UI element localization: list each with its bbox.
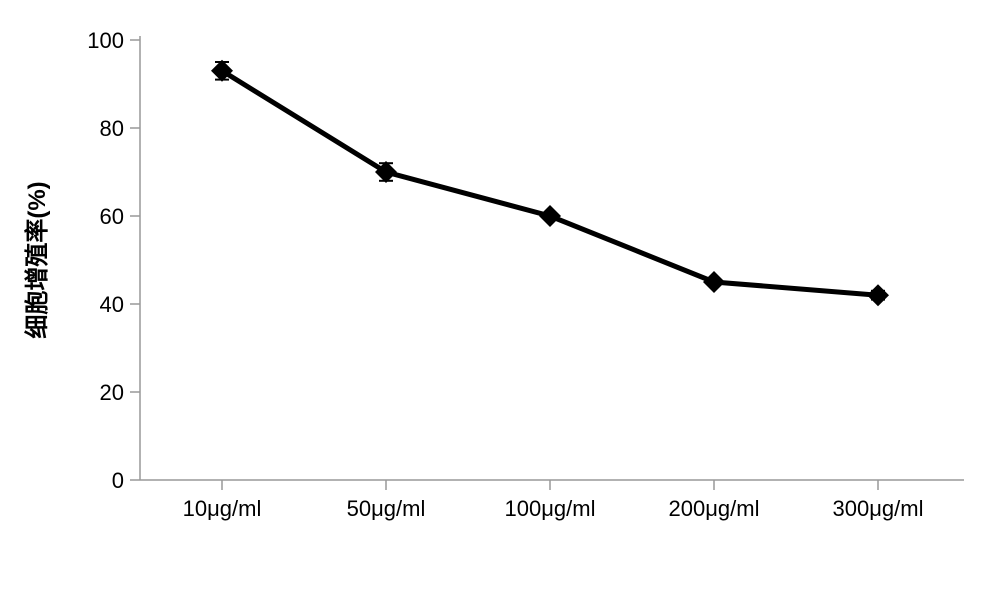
y-tick-label: 40 — [100, 292, 124, 317]
y-tick-label: 0 — [112, 468, 124, 493]
data-point-marker — [375, 161, 397, 183]
x-tick-label: 10μg/ml — [183, 496, 262, 521]
x-tick-label: 50μg/ml — [347, 496, 426, 521]
y-axis-title: 细胞增殖率(%) — [23, 181, 51, 338]
x-tick-label: 200μg/ml — [669, 496, 760, 521]
data-point-marker — [211, 60, 233, 82]
y-tick-label: 20 — [100, 380, 124, 405]
series-line — [222, 71, 878, 295]
data-point-marker — [703, 271, 725, 293]
y-tick-label: 60 — [100, 204, 124, 229]
y-tick-label: 100 — [87, 28, 124, 53]
x-tick-label: 300μg/ml — [833, 496, 924, 521]
y-tick-label: 80 — [100, 116, 124, 141]
x-tick-label: 100μg/ml — [505, 496, 596, 521]
data-point-marker — [539, 205, 561, 227]
data-point-marker — [867, 284, 889, 306]
chart-container: 0 20 40 60 80 100 10μg/ml 50μg/ml 100μg/ml 200μg/… — [0, 0, 1000, 571]
chart-svg: 0 20 40 60 80 100 10μg/ml 50μg/ml 100μg/ml 200μg/… — [0, 0, 1000, 571]
